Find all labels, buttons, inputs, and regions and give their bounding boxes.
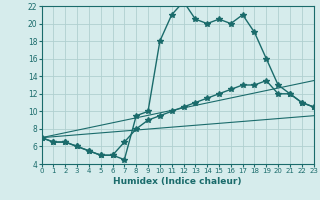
X-axis label: Humidex (Indice chaleur): Humidex (Indice chaleur) (113, 177, 242, 186)
